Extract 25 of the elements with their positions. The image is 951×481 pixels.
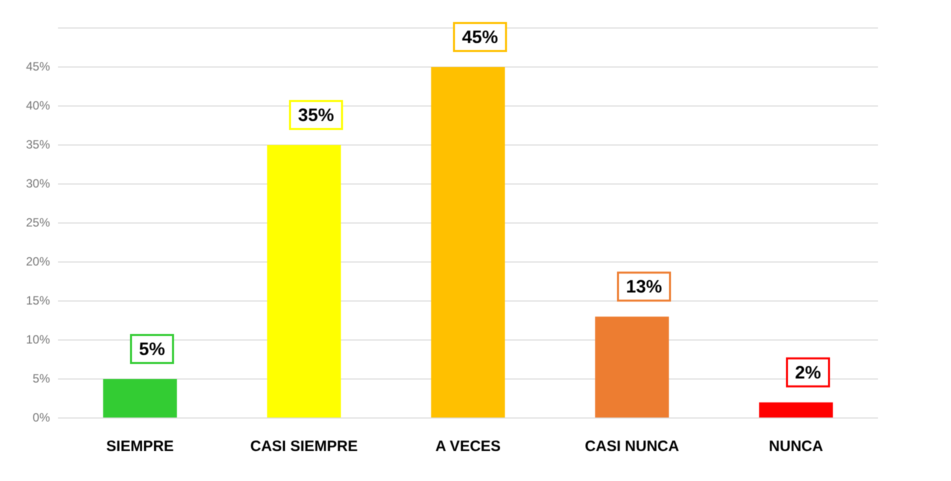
y-tick-label: 0% [32, 410, 50, 424]
bar [103, 379, 177, 418]
data-label: 13% [626, 276, 662, 297]
data-label: 35% [298, 104, 334, 125]
y-tick-label: 20% [26, 254, 50, 268]
y-tick-label: 5% [32, 371, 50, 386]
y-tick-label: 10% [26, 332, 50, 346]
y-tick-label: 35% [26, 137, 50, 152]
y-tick-label: 15% [26, 293, 50, 308]
x-tick-label: SIEMPRE [106, 438, 174, 456]
data-label: 2% [794, 362, 822, 382]
bar [267, 145, 341, 418]
y-tick-label: 40% [26, 98, 50, 112]
data-label: 45% [462, 26, 498, 47]
data-label: 5% [139, 338, 166, 359]
bar [759, 402, 833, 418]
x-tick-label: NUNCA [768, 438, 824, 456]
bar [595, 316, 669, 418]
x-tick-label: CASI NUNCA [584, 438, 680, 456]
bar [431, 67, 505, 418]
y-tick-label: 30% [26, 176, 50, 190]
x-tick-label: A VECES [435, 438, 501, 456]
x-tick-label: CASI SIEMPRE [250, 438, 358, 456]
y-tick-label: 25% [26, 215, 50, 230]
y-tick-label: 45% [26, 59, 50, 74]
